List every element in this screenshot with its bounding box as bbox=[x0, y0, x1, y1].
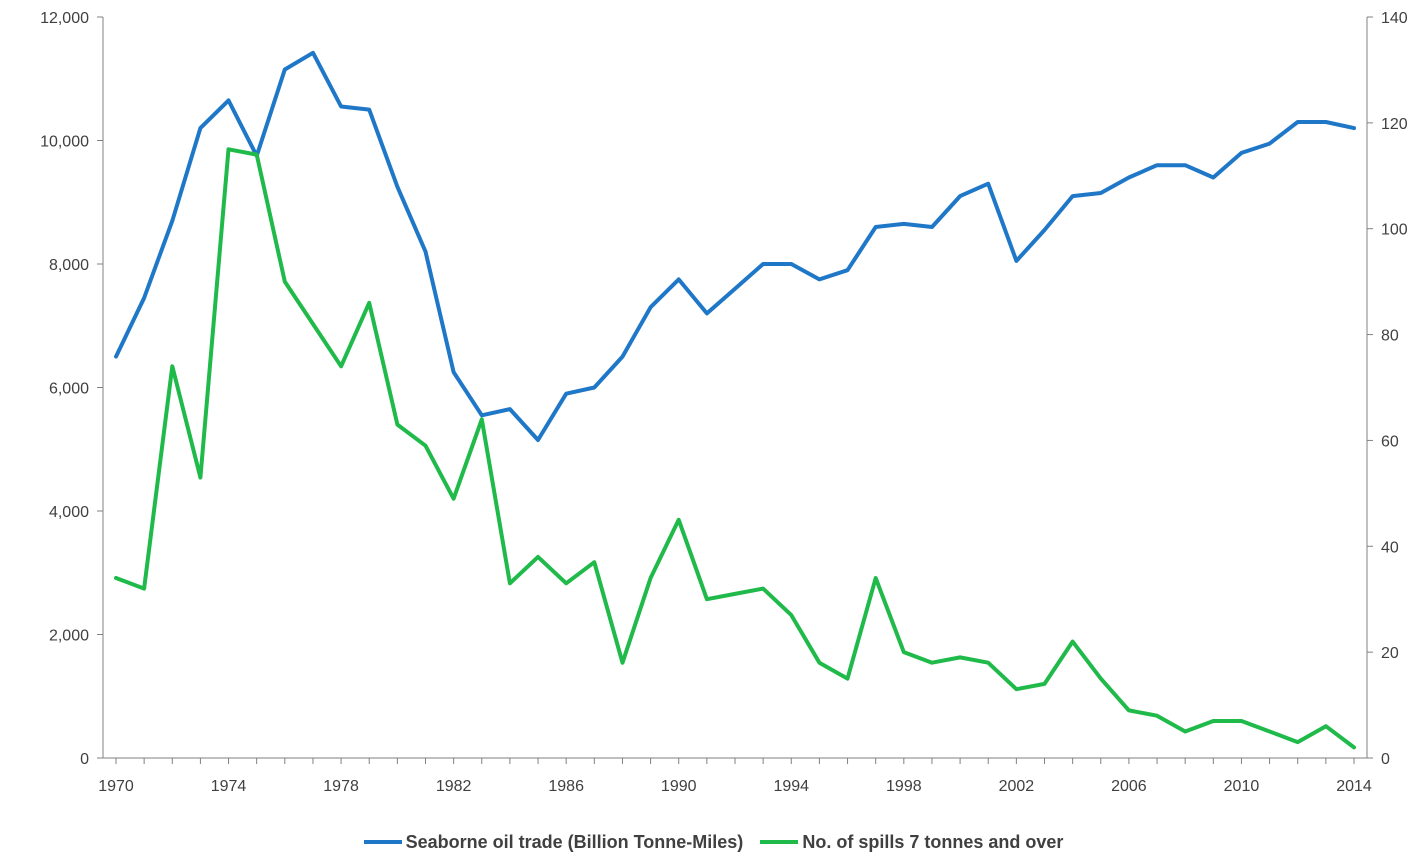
y-right-tick-label: 80 bbox=[1381, 328, 1399, 345]
legend-item-spills: No. of spills 7 tonnes and over bbox=[760, 832, 1063, 853]
legend-swatch-spills bbox=[760, 840, 799, 844]
series-line-trade bbox=[114, 50, 1356, 442]
x-tick-label: 2014 bbox=[1336, 778, 1372, 795]
series-lines bbox=[114, 50, 1356, 750]
legend-swatch-trade bbox=[363, 840, 402, 844]
y-right-tick-label: 0 bbox=[1381, 751, 1390, 768]
y-right-tick-label: 20 bbox=[1381, 645, 1399, 662]
x-tick-label: 1970 bbox=[98, 778, 134, 795]
x-tick-label: 1986 bbox=[548, 778, 584, 795]
legend: Seaborne oil trade (Billion Tonne-Miles)… bbox=[0, 828, 1427, 853]
axes bbox=[97, 16, 1373, 764]
y-left-tick-label: 8,000 bbox=[49, 257, 89, 274]
x-tick-label: 1990 bbox=[661, 778, 697, 795]
x-tick-label: 2006 bbox=[1111, 778, 1147, 795]
y-right-tick-label: 100 bbox=[1381, 222, 1408, 239]
x-tick-label: 1982 bbox=[436, 778, 472, 795]
y-left-tick-label: 2,000 bbox=[49, 628, 89, 645]
y-right-tick-label: 40 bbox=[1381, 539, 1399, 556]
legend-label-trade: Seaborne oil trade (Billion Tonne-Miles) bbox=[405, 831, 744, 852]
x-tick-label: 2002 bbox=[999, 778, 1035, 795]
y-right-tick-label: 140 bbox=[1381, 10, 1408, 27]
y-left-tick-label: 4,000 bbox=[49, 504, 89, 521]
series-line-spills bbox=[114, 147, 1356, 750]
tick-labels: 0 2,000 4,000 6,000 8,000 10,000 12,000 0 20 40 60… bbox=[40, 10, 1408, 795]
x-tick-label: 1998 bbox=[886, 778, 922, 795]
x-tick-label: 1994 bbox=[773, 778, 809, 795]
y-left-tick-label: 6,000 bbox=[49, 381, 89, 398]
y-left-tick-label: 0 bbox=[80, 751, 89, 768]
y-right-tick-label: 60 bbox=[1381, 433, 1399, 450]
x-tick-label: 2010 bbox=[1224, 778, 1260, 795]
y-left-tick-label: 10,000 bbox=[40, 134, 89, 151]
x-tick-label: 1974 bbox=[211, 778, 247, 795]
y-left-tick-label: 12,000 bbox=[40, 10, 89, 27]
y-right-tick-label: 120 bbox=[1381, 116, 1408, 133]
legend-label-spills: No. of spills 7 tonnes and over bbox=[802, 831, 1064, 852]
x-tick-label: 1978 bbox=[323, 778, 359, 795]
line-chart: 0 2,000 4,000 6,000 8,000 10,000 12,000 0 20 40 60… bbox=[40, 10, 1408, 795]
legend-item-trade: Seaborne oil trade (Billion Tonne-Miles) bbox=[363, 831, 744, 853]
